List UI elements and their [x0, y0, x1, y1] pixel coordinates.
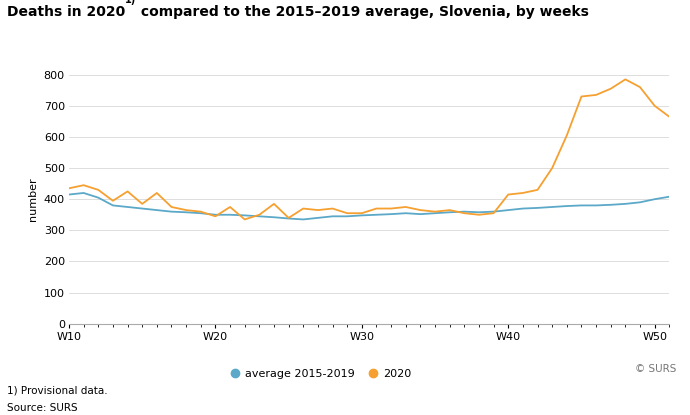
- Text: Deaths in 2020: Deaths in 2020: [7, 5, 125, 19]
- Legend: average 2015-2019, 2020: average 2015-2019, 2020: [231, 369, 411, 379]
- Text: Source: SURS: Source: SURS: [7, 403, 77, 413]
- Text: 1) Provisional data.: 1) Provisional data.: [7, 386, 108, 396]
- Text: © SURS: © SURS: [635, 364, 676, 374]
- Text: compared to the 2015–2019 average, Slovenia, by weeks: compared to the 2015–2019 average, Slove…: [137, 5, 589, 19]
- Text: 1): 1): [125, 0, 137, 5]
- Y-axis label: number: number: [28, 177, 38, 221]
